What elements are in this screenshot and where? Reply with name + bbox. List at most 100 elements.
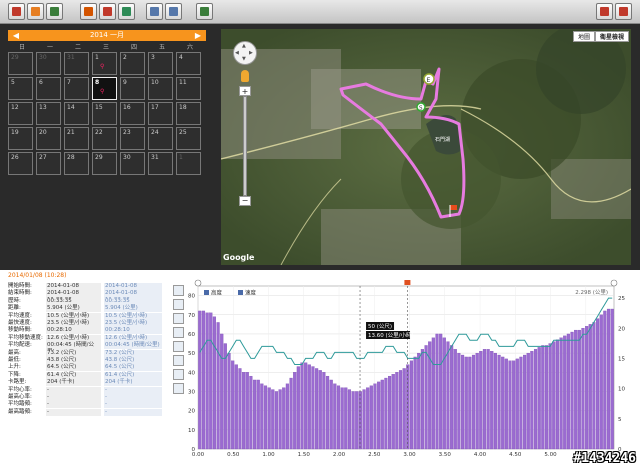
calendar-day[interactable]: 31 [64, 52, 89, 75]
stat-row: 平均踏頻: - - [8, 401, 162, 409]
stat-compare-value: - [104, 408, 162, 416]
chart-option-button[interactable] [173, 299, 184, 310]
chart-option-button[interactable] [173, 313, 184, 324]
calendar-day[interactable]: 14 [64, 102, 89, 125]
bike-ride-icon: ⚲ [100, 88, 105, 95]
pan-control[interactable]: ▲ ▼ ◀ ▶ [233, 41, 257, 65]
chart-option-button[interactable] [173, 355, 184, 366]
calendar-day[interactable]: 29 [8, 52, 33, 75]
day-number: 2 [123, 54, 127, 61]
calendar-day[interactable]: 15 [92, 102, 117, 125]
weekday-label: 日 [18, 44, 25, 51]
day-number: 30 [39, 54, 47, 61]
stat-row: 平均速度: 10.5 (公里/小時) 10.5 (公里/小時) [8, 312, 162, 320]
calendar-panel: ◀ 2014 一月 ▶ 日一二三四五六 29 30 31 1 ⚲ 2 3 4 5 6 7 8 ⚲ 9 10 1… [8, 30, 206, 180]
chart-option-button[interactable] [173, 383, 184, 394]
calendar-day[interactable]: 17 [148, 102, 173, 125]
stat-compare-value: 73.2 (公尺) [104, 349, 162, 357]
chart-option-button[interactable] [173, 369, 184, 380]
calendar-day[interactable]: 11 [176, 77, 201, 100]
stat-row: 最高踏頻: - - [8, 408, 162, 416]
sync-button[interactable] [118, 3, 135, 20]
street-view-icon[interactable] [241, 70, 249, 82]
calendar-day[interactable]: 1 [176, 152, 201, 175]
day-number: 14 [67, 104, 75, 111]
calendar-day[interactable]: 10 [148, 77, 173, 100]
calendar-day[interactable]: 23 [120, 127, 145, 150]
calendar-day[interactable]: 29 [92, 152, 117, 175]
day-number: 27 [39, 154, 47, 161]
import-button[interactable] [80, 3, 97, 20]
calendar-day[interactable]: 26 [8, 152, 33, 175]
list-button[interactable] [46, 3, 63, 20]
stat-compare-value: 5.904 (公里) [104, 305, 162, 313]
help-button[interactable] [615, 3, 632, 20]
svg-text:E: E [427, 77, 431, 84]
chart-option-button[interactable] [173, 285, 184, 296]
calendar-day[interactable]: 22 [92, 127, 117, 150]
stat-row: 最高心率: - - [8, 394, 162, 401]
calendar-day[interactable]: 28 [64, 152, 89, 175]
calendar-day[interactable]: 27 [36, 152, 61, 175]
route-map[interactable]: E S 石門湖 Google 地圖 衛星檢視 ▲ ▼ ◀ ▶ + − [221, 29, 631, 265]
day-number: 21 [67, 129, 75, 136]
settings-button[interactable] [165, 3, 182, 20]
edit-button[interactable] [146, 3, 163, 20]
zoom-slider[interactable] [243, 96, 247, 196]
calendar-day[interactable]: 31 [148, 152, 173, 175]
export-button[interactable] [99, 3, 116, 20]
zoom-out-button[interactable]: − [239, 196, 251, 206]
shop-button[interactable] [596, 3, 613, 20]
calendar-day[interactable]: 7 [64, 77, 89, 100]
list-icon [50, 7, 59, 16]
stat-value: - [46, 408, 101, 416]
help-icon [619, 7, 628, 16]
stat-value: 73.2 (公尺) [46, 349, 101, 357]
chart-option-button[interactable] [173, 327, 184, 338]
weekday-label: 五 [158, 44, 165, 51]
calendar-day[interactable]: 9 [120, 77, 145, 100]
next-month-icon[interactable]: ▶ [194, 31, 202, 40]
stat-label: 最高心率: [8, 394, 32, 400]
tab-map[interactable]: 地圖 [572, 31, 595, 42]
calendar-day[interactable]: 13 [36, 102, 61, 125]
calendar-header: ◀ 2014 一月 ▶ [8, 30, 206, 41]
day-number: 10 [151, 79, 159, 86]
calendar-button[interactable] [27, 3, 44, 20]
calendar-day[interactable]: 4 [176, 52, 201, 75]
calendar-day[interactable]: 30 [120, 152, 145, 175]
stat-label: 平均踏頻: [8, 401, 32, 408]
import-icon [84, 7, 93, 16]
calendar-day[interactable]: 3 [148, 52, 173, 75]
calendar-day[interactable]: 6 [36, 77, 61, 100]
calendar-day[interactable]: 16 [120, 102, 145, 125]
prev-month-icon[interactable]: ◀ [12, 31, 20, 40]
calendar-day[interactable]: 2 [120, 52, 145, 75]
stat-compare-value: 00:28:10 [104, 327, 162, 335]
tab-satellite[interactable]: 衛星檢視 [594, 31, 629, 42]
calendar-day[interactable]: 18 [176, 102, 201, 125]
calendar-day[interactable]: 21 [64, 127, 89, 150]
calendar-day[interactable]: 30 [36, 52, 61, 75]
day-number: 24 [151, 129, 159, 136]
calendar-day[interactable]: 8 ⚲ [92, 77, 117, 100]
day-number: 25 [179, 129, 187, 136]
chart-option-button[interactable] [173, 341, 184, 352]
zoom-in-button[interactable]: + [239, 86, 251, 96]
calendar-day[interactable]: 24 [148, 127, 173, 150]
day-number: 12 [11, 104, 19, 111]
open-button[interactable] [8, 3, 25, 20]
stat-value: 64.5 (公尺) [46, 364, 101, 372]
map-provider-label: Google [223, 253, 255, 262]
stat-label: 上升: [8, 364, 21, 371]
calendar-day[interactable]: 25 [176, 127, 201, 150]
calendar-day[interactable]: 12 [8, 102, 33, 125]
calendar-day[interactable]: 19 [8, 127, 33, 150]
calendar-day[interactable]: 1 ⚲ [92, 52, 117, 75]
calendar-day[interactable]: 20 [36, 127, 61, 150]
stat-row: 距離: 5.904 (公里) 5.904 (公里) [8, 305, 162, 313]
calendar-day[interactable]: 5 [8, 77, 33, 100]
day-number: 23 [123, 129, 131, 136]
share-button[interactable] [196, 3, 213, 20]
calendar-month-label: 2014 一月 [89, 31, 125, 39]
